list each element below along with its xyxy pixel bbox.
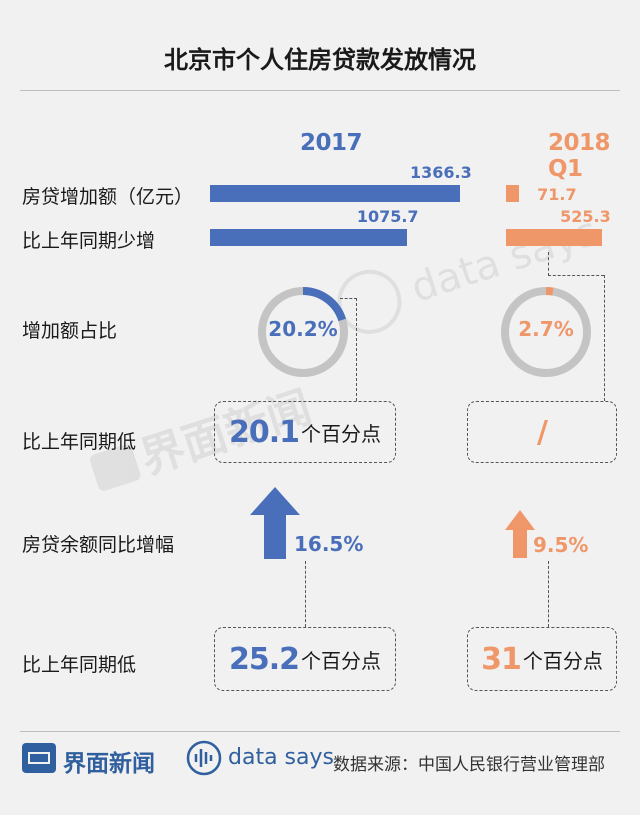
value-2018q1-lower-share: / bbox=[537, 414, 548, 450]
ring-label-2018q1: 2.7% bbox=[518, 317, 574, 341]
box-2018q1-lower-growth: 31 个百分点 bbox=[467, 627, 617, 691]
connector-2018-ring bbox=[548, 275, 604, 276]
row-label-balance-growth: 房贷余额同比增幅 bbox=[22, 534, 175, 556]
bar-2017-increase bbox=[210, 185, 460, 202]
bar-label-2017-increase: 1366.3 bbox=[410, 163, 472, 182]
box-2017-lower-share: 20.1 个百分点 bbox=[214, 401, 396, 463]
title-divider bbox=[20, 90, 620, 91]
value-2018q1-lower-growth: 31 bbox=[481, 641, 522, 677]
row-label-lower2: 比上年同期低 bbox=[22, 654, 137, 676]
footer-source: 数据来源：中国人民银行营业管理部 bbox=[333, 755, 605, 775]
unit-2017-lower-share: 个百分点 bbox=[301, 421, 382, 446]
row-label-lower1: 比上年同期低 bbox=[22, 431, 137, 453]
ring-arc-2017 bbox=[258, 287, 348, 377]
box-2018q1-lower-share: / bbox=[467, 401, 617, 463]
ring-arc-2018q1 bbox=[501, 287, 591, 377]
growth-2018q1: 9.5% bbox=[533, 533, 589, 557]
page-title: 北京市个人住房贷款发放情况 bbox=[164, 46, 476, 74]
unit-2018q1-lower-growth: 个百分点 bbox=[522, 648, 603, 673]
arrow-up-2017-icon bbox=[250, 487, 300, 559]
column-2018q1: 2018 Q1 bbox=[548, 130, 611, 182]
connector-2017-ring-down bbox=[356, 298, 357, 401]
watermark-logo-icon bbox=[89, 444, 141, 491]
value-2017-lower-share: 20.1 bbox=[228, 414, 300, 450]
unit-2017-lower-growth: 个百分点 bbox=[301, 648, 382, 673]
datasays-wave-icon bbox=[186, 740, 222, 776]
box-2017-lower-growth: 25.2 个百分点 bbox=[214, 627, 396, 691]
bar-2018q1-increase bbox=[506, 185, 520, 202]
footer-brand: 界面新闻 bbox=[63, 751, 155, 777]
connector-2018-arrow-down bbox=[548, 561, 549, 627]
footer-datasays: data says bbox=[228, 745, 334, 770]
brand-logo-icon bbox=[22, 743, 56, 773]
growth-2017: 16.5% bbox=[294, 532, 364, 556]
row-label-share: 增加额占比 bbox=[22, 320, 118, 342]
row-label-less-increase: 比上年同期少增 bbox=[22, 230, 156, 252]
bar-2018q1-less-increase bbox=[506, 229, 603, 246]
ring-2017 bbox=[258, 287, 348, 377]
connector-2017-arrow-down bbox=[305, 561, 306, 627]
connector-2018-ring-down bbox=[604, 275, 605, 401]
column-2017: 2017 bbox=[300, 130, 363, 156]
bar-2017-less-increase bbox=[210, 229, 407, 246]
value-2017-lower-growth: 25.2 bbox=[228, 641, 300, 677]
ring-2018q1 bbox=[501, 287, 591, 377]
arrow-up-2018q1-icon bbox=[505, 510, 535, 558]
row-label-increase: 房贷增加额（亿元） bbox=[22, 186, 194, 208]
footer-divider bbox=[20, 731, 620, 732]
bar-label-2018q1-less-increase: 525.3 bbox=[560, 207, 611, 226]
bar-label-2017-less-increase: 1075.7 bbox=[356, 207, 419, 226]
ring-label-2017: 20.2% bbox=[268, 317, 338, 341]
connector-2018-bar-down bbox=[548, 252, 549, 276]
bar-label-2018q1-increase: 71.7 bbox=[537, 185, 577, 204]
connector-2017-ring bbox=[340, 298, 357, 299]
